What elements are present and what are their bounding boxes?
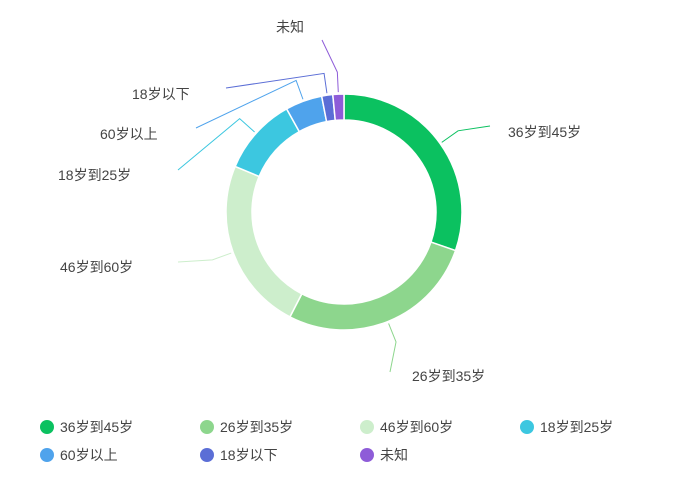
legend-label: 26岁到35岁 [220, 419, 294, 435]
donut-slice[interactable] [234, 107, 301, 178]
donut-slice[interactable] [331, 93, 345, 122]
legend-item[interactable]: 60岁以上 [40, 446, 200, 464]
legend-label: 未知 [380, 447, 408, 463]
donut-slice[interactable] [288, 241, 457, 331]
legend-label: 60岁以上 [60, 447, 118, 463]
donut-slice[interactable] [343, 93, 463, 252]
legend-swatch-icon [40, 420, 54, 434]
slice-label: 46岁到60岁 [60, 259, 133, 275]
legend-item[interactable]: 18岁到25岁 [520, 418, 660, 436]
slice-label: 60岁以上 [100, 126, 158, 142]
legend-label: 46岁到60岁 [380, 419, 454, 435]
label-leader-line [388, 323, 397, 373]
legend-item[interactable]: 26岁到35岁 [200, 418, 360, 436]
legend-label: 18岁以下 [220, 447, 278, 463]
label-leader-line [225, 72, 328, 94]
label-leader-line [321, 39, 339, 93]
legend-label: 18岁到25岁 [540, 419, 614, 435]
legend-swatch-icon [360, 420, 374, 434]
legend-item[interactable]: 36岁到45岁 [40, 418, 200, 436]
slice-label: 26岁到35岁 [412, 368, 485, 384]
slice-label: 18岁到25岁 [58, 167, 131, 183]
label-leader-line [441, 125, 491, 143]
legend-swatch-icon [200, 448, 214, 462]
legend: 36岁到45岁 26岁到35岁 46岁到60岁 18岁到25岁 60岁以上 18岁以下 未知 [40, 418, 660, 464]
legend-swatch-icon [360, 448, 374, 462]
legend-item[interactable]: 18岁以下 [200, 446, 360, 464]
legend-item[interactable]: 未知 [360, 446, 520, 464]
legend-label: 36岁到45岁 [60, 419, 134, 435]
legend-swatch-icon [200, 420, 214, 434]
label-leader-line [195, 79, 304, 129]
slice-label: 36岁到45岁 [508, 124, 581, 140]
slice-label: 未知 [276, 19, 304, 35]
slice-label: 18岁以下 [132, 86, 190, 102]
label-leader-line [177, 252, 232, 263]
legend-item[interactable]: 46岁到60岁 [360, 418, 520, 436]
legend-swatch-icon [40, 448, 54, 462]
donut-slice[interactable] [225, 165, 303, 318]
label-leader-line [177, 117, 255, 171]
donut-plot: 36岁到45岁 26岁到35岁 46岁到60岁 18岁到25岁 60岁以上 18岁以下 未知 [58, 19, 581, 384]
legend-swatch-icon [520, 420, 534, 434]
